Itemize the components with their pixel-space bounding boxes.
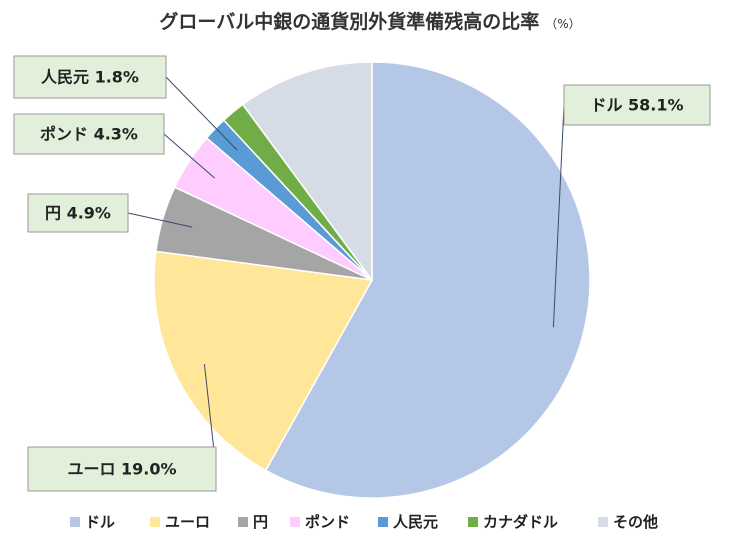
legend-swatch-7 xyxy=(598,517,608,527)
legend-swatch-3 xyxy=(238,517,248,527)
data-label-4: ポンド 4.3% xyxy=(40,125,138,144)
chart-unit: （%） xyxy=(545,17,581,31)
legend-label-3: 円 xyxy=(253,513,268,531)
chart-title-text: グローバル中銀の通貨別外貨準備残高の比率 xyxy=(159,11,540,33)
data-label-box-5 xyxy=(13,55,167,99)
data-label-5: 人民元 1.8% xyxy=(41,68,139,87)
data-label-box-2 xyxy=(27,446,217,492)
legend-label-4: ポンド xyxy=(305,513,350,531)
legend-swatch-6 xyxy=(468,517,478,527)
leader-line-1 xyxy=(552,104,565,328)
pie-slice-2 xyxy=(153,250,374,472)
data-label-1: ドル 58.1% xyxy=(590,96,683,115)
legend: ドル ユーロ 円 ポンド 人民元 カナダドル その他 xyxy=(70,513,658,531)
legend-label-5: 人民元 xyxy=(393,513,438,531)
legend-swatch-5 xyxy=(378,517,388,527)
legend-label-7: その他 xyxy=(613,513,658,531)
leader-line-4 xyxy=(163,133,216,179)
data-labels: ドル 58.1% ユーロ 19.0% 円 4.9% ポンド 4.3% 人民元 1.8% xyxy=(13,55,711,492)
legend-label-1: ドル xyxy=(85,513,115,531)
pie-slice-7 xyxy=(241,61,373,283)
legend-label-6: カナダドル xyxy=(483,513,558,531)
legend-swatch-4 xyxy=(290,517,300,527)
legend-swatch-1 xyxy=(70,517,80,527)
leader-lines xyxy=(127,76,565,470)
data-label-box-1 xyxy=(563,84,711,126)
legend-swatch-2 xyxy=(150,517,160,527)
leader-line-3 xyxy=(127,212,193,228)
pie-slice-1 xyxy=(264,61,591,499)
data-label-3: 円 4.9% xyxy=(45,204,111,223)
legend-label-2: ユーロ xyxy=(165,513,210,531)
chart-title: グローバル中銀の通貨別外貨準備残高の比率 （%） xyxy=(8,6,732,38)
data-label-2: ユーロ 19.0% xyxy=(67,460,176,479)
data-label-box-3 xyxy=(27,193,129,233)
leader-line-5 xyxy=(165,76,238,151)
data-label-box-4 xyxy=(13,113,165,155)
pie-slices xyxy=(153,61,591,499)
